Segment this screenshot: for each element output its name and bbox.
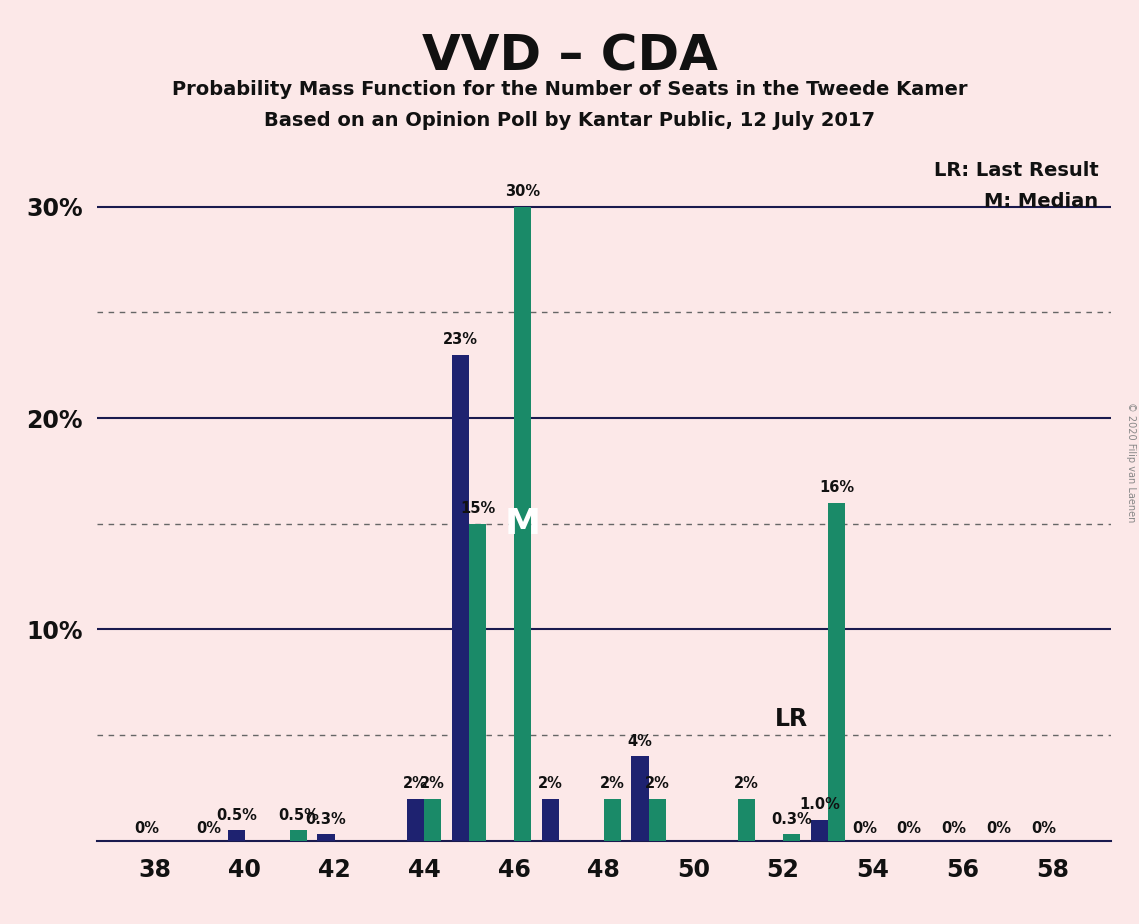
Bar [289, 831, 306, 841]
Text: 15%: 15% [460, 502, 495, 517]
Bar [318, 834, 335, 841]
Text: LR: Last Result: LR: Last Result [934, 161, 1098, 179]
Text: 2%: 2% [645, 776, 670, 791]
Text: 2%: 2% [735, 776, 760, 791]
Bar [228, 831, 245, 841]
Bar [828, 503, 845, 841]
Text: 0.3%: 0.3% [771, 812, 812, 827]
Bar [784, 834, 800, 841]
Text: 0%: 0% [942, 821, 967, 835]
Text: 30%: 30% [505, 184, 540, 200]
Bar [424, 798, 441, 841]
Text: 0%: 0% [134, 821, 159, 835]
Text: 0%: 0% [896, 821, 921, 835]
Bar [604, 798, 621, 841]
Text: © 2020 Filip van Laenen: © 2020 Filip van Laenen [1126, 402, 1136, 522]
Bar [648, 798, 665, 841]
Text: LR: LR [775, 707, 809, 731]
Text: 0%: 0% [196, 821, 221, 835]
Text: 16%: 16% [819, 480, 854, 495]
Text: Probability Mass Function for the Number of Seats in the Tweede Kamer: Probability Mass Function for the Number… [172, 80, 967, 100]
Text: 4%: 4% [628, 734, 653, 748]
Text: Based on an Opinion Poll by Kantar Public, 12 July 2017: Based on an Opinion Poll by Kantar Publi… [264, 111, 875, 130]
Text: 0%: 0% [852, 821, 877, 835]
Text: 0.5%: 0.5% [278, 808, 319, 823]
Bar [542, 798, 559, 841]
Bar [811, 820, 828, 841]
Text: 1.0%: 1.0% [798, 797, 839, 812]
Bar [408, 798, 424, 841]
Text: 2%: 2% [600, 776, 624, 791]
Text: M: Median: M: Median [984, 192, 1098, 211]
Text: 0.5%: 0.5% [216, 808, 256, 823]
Bar [631, 756, 648, 841]
Text: 0%: 0% [1031, 821, 1056, 835]
Text: 0%: 0% [986, 821, 1011, 835]
Text: 23%: 23% [443, 333, 478, 347]
Text: 2%: 2% [420, 776, 445, 791]
Text: VVD – CDA: VVD – CDA [421, 32, 718, 80]
Text: 0.3%: 0.3% [305, 812, 346, 827]
Bar [469, 524, 486, 841]
Text: 2%: 2% [403, 776, 428, 791]
Text: 2%: 2% [538, 776, 563, 791]
Text: M: M [505, 506, 541, 541]
Bar [514, 207, 531, 841]
Bar [452, 355, 469, 841]
Bar [738, 798, 755, 841]
